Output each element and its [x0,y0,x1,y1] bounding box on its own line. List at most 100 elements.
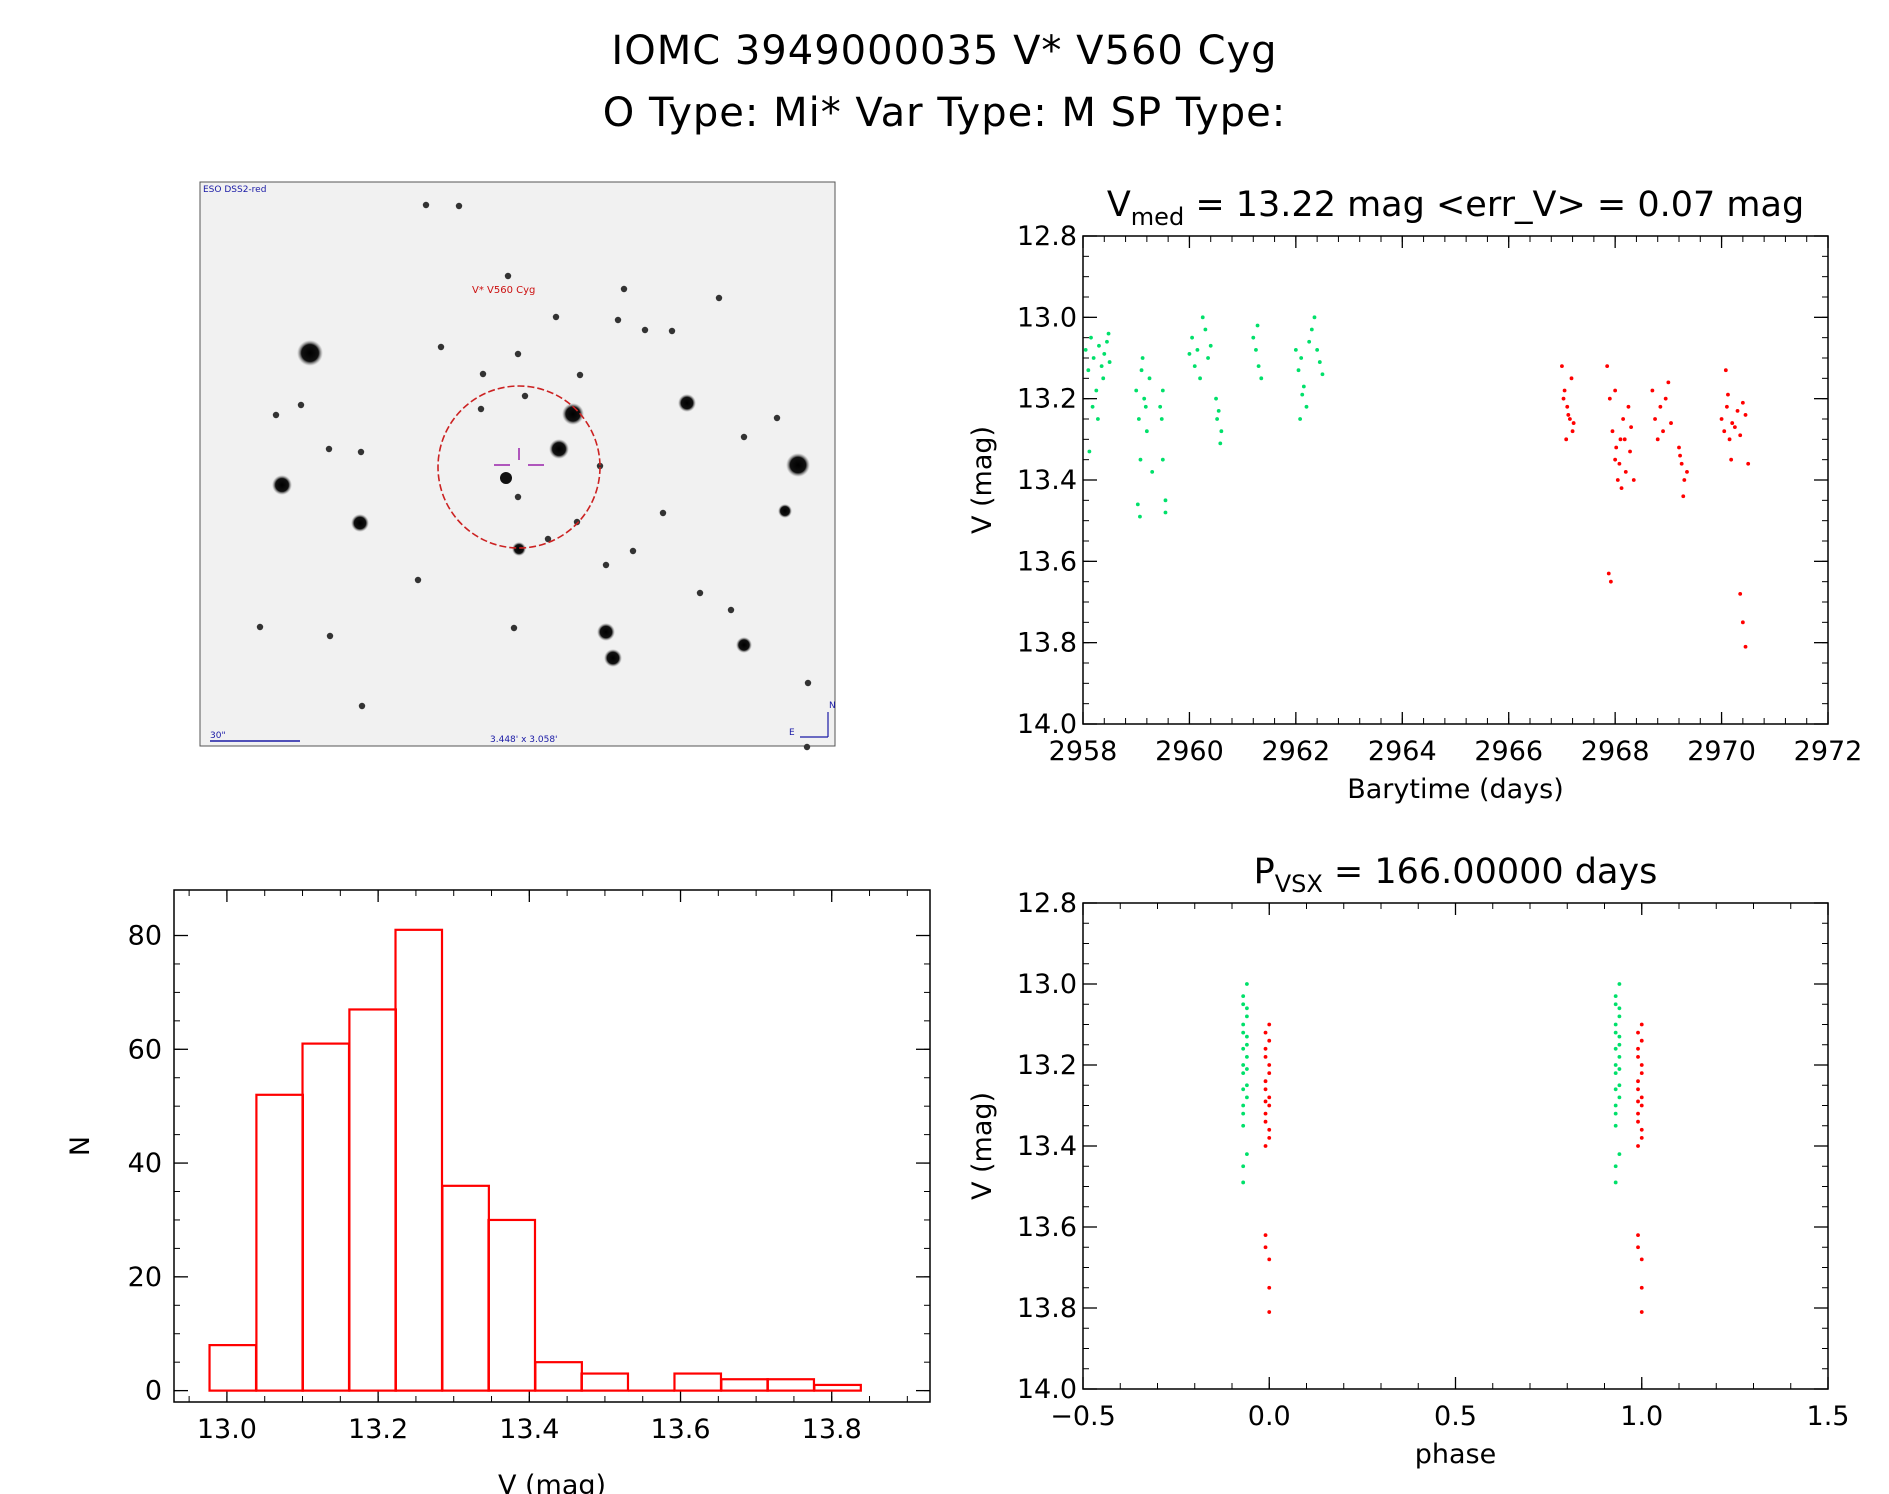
x-tick-label: 1.0 [1620,1401,1663,1432]
red-data-point [1655,437,1660,442]
green-data-point [1192,364,1197,369]
red-data-point [1263,1046,1268,1051]
green-data-point [1301,384,1306,389]
green-data-point [1203,327,1208,332]
green-data-point [1241,994,1246,999]
histogram-bar [255,1093,304,1392]
star [510,624,518,632]
green-data-point [1613,1164,1618,1169]
red-data-point [1613,457,1618,462]
red-data-point [1639,1071,1644,1075]
red-data-point [1743,644,1748,649]
star [351,514,369,532]
x-tick-label: 13.0 [197,1414,257,1445]
green-data-point [1617,1095,1622,1100]
green-data-point [1091,356,1096,360]
red-data-point [1719,417,1724,421]
green-data-point [1096,417,1100,421]
red-data-point [1560,364,1564,369]
green-data-point [1214,396,1218,401]
green-data-point [1144,429,1149,434]
red-data-point [1639,1038,1644,1043]
star [620,285,628,293]
scale-label: 30" [210,731,226,741]
red-data-point [1726,392,1730,397]
green-data-point [1097,343,1101,348]
red-data-point [1678,453,1682,458]
green-data-point [1241,1164,1246,1169]
star [504,272,512,280]
star [256,623,264,631]
star [778,504,792,518]
green-data-point [1245,1095,1249,1100]
green-data-point [1106,331,1111,336]
x-tick-label: 1.5 [1807,1401,1850,1432]
red-data-point [1679,461,1684,466]
lc-y-axis-label: V (mag) [967,426,998,534]
green-data-point [1135,502,1140,507]
y-tick-label: 13.0 [1017,969,1077,1000]
green-data-point [1259,376,1264,381]
red-data-point [1639,1022,1644,1027]
star [455,202,463,210]
x-tick-label: 13.4 [499,1414,559,1445]
red-data-point [1263,1233,1268,1237]
green-data-point [1200,315,1205,320]
green-data-point [1613,1022,1618,1027]
green-data-point [1617,1006,1622,1011]
red-data-point [1263,1245,1268,1250]
green-data-point [1198,376,1202,381]
ph-y-axis-label: V (mag) [967,1092,998,1200]
star [326,632,334,640]
red-data-point [1613,388,1618,393]
star [521,392,529,400]
green-data-point [1139,368,1144,373]
star [552,313,560,321]
lightcurve-chart: 2958 2960 2962 2964 2966 2968 2970 2972 12.8 13.0… [967,185,1862,805]
green-data-point [1312,315,1317,320]
red-data-point [1267,1285,1272,1290]
star [668,327,676,335]
green-data-point [1613,1111,1618,1116]
green-data-point [1245,1042,1249,1047]
green-data-point [1617,1083,1622,1088]
star [727,606,735,614]
red-data-point [1568,417,1572,421]
red-data-point [1732,425,1737,430]
red-data-point [1681,494,1686,499]
y-tick-label: 13.6 [1017,1212,1077,1243]
green-data-point [1089,335,1093,340]
red-data-point [1738,433,1743,438]
compass-east-label: E [789,728,795,738]
red-data-point [1267,1257,1272,1262]
red-data-point [1607,396,1612,401]
green-data-point [1613,1103,1618,1108]
star [629,547,637,555]
green-data-point [1617,1042,1622,1047]
green-data-point [1163,498,1168,503]
red-data-point [1636,1111,1640,1116]
green-data-point [1218,441,1223,446]
green-data-point [1245,1034,1249,1039]
y-tick-label: 13.4 [1017,1131,1077,1162]
y-tick-label: 12.8 [1017,888,1077,919]
red-data-point [1610,429,1615,434]
red-data-point [1658,404,1663,409]
green-data-point [1208,343,1213,348]
green-data-point [1617,1055,1622,1059]
red-data-point [1639,1136,1644,1140]
green-data-point [1094,388,1099,393]
header-subtitle: O Type: Mi* Var Type: M SP Type: [602,90,1287,136]
red-data-point [1267,1063,1272,1067]
red-data-point [1729,457,1734,462]
red-data-point [1650,388,1655,393]
green-data-point [1315,347,1320,352]
ph-x-axis-label: phase [1415,1439,1496,1470]
ph-title: PVSX = 166.00000 days [1254,852,1658,898]
sky-image-panel: ESO DSS2-red V* V560 Cyg 30" 3.448' x 3.… [199,181,836,751]
red-data-point [1639,1257,1644,1262]
green-data-point [1241,1046,1246,1051]
y-tick-label: 13.8 [1017,1293,1077,1324]
red-data-point [1606,571,1611,576]
red-data-point [1562,388,1567,393]
